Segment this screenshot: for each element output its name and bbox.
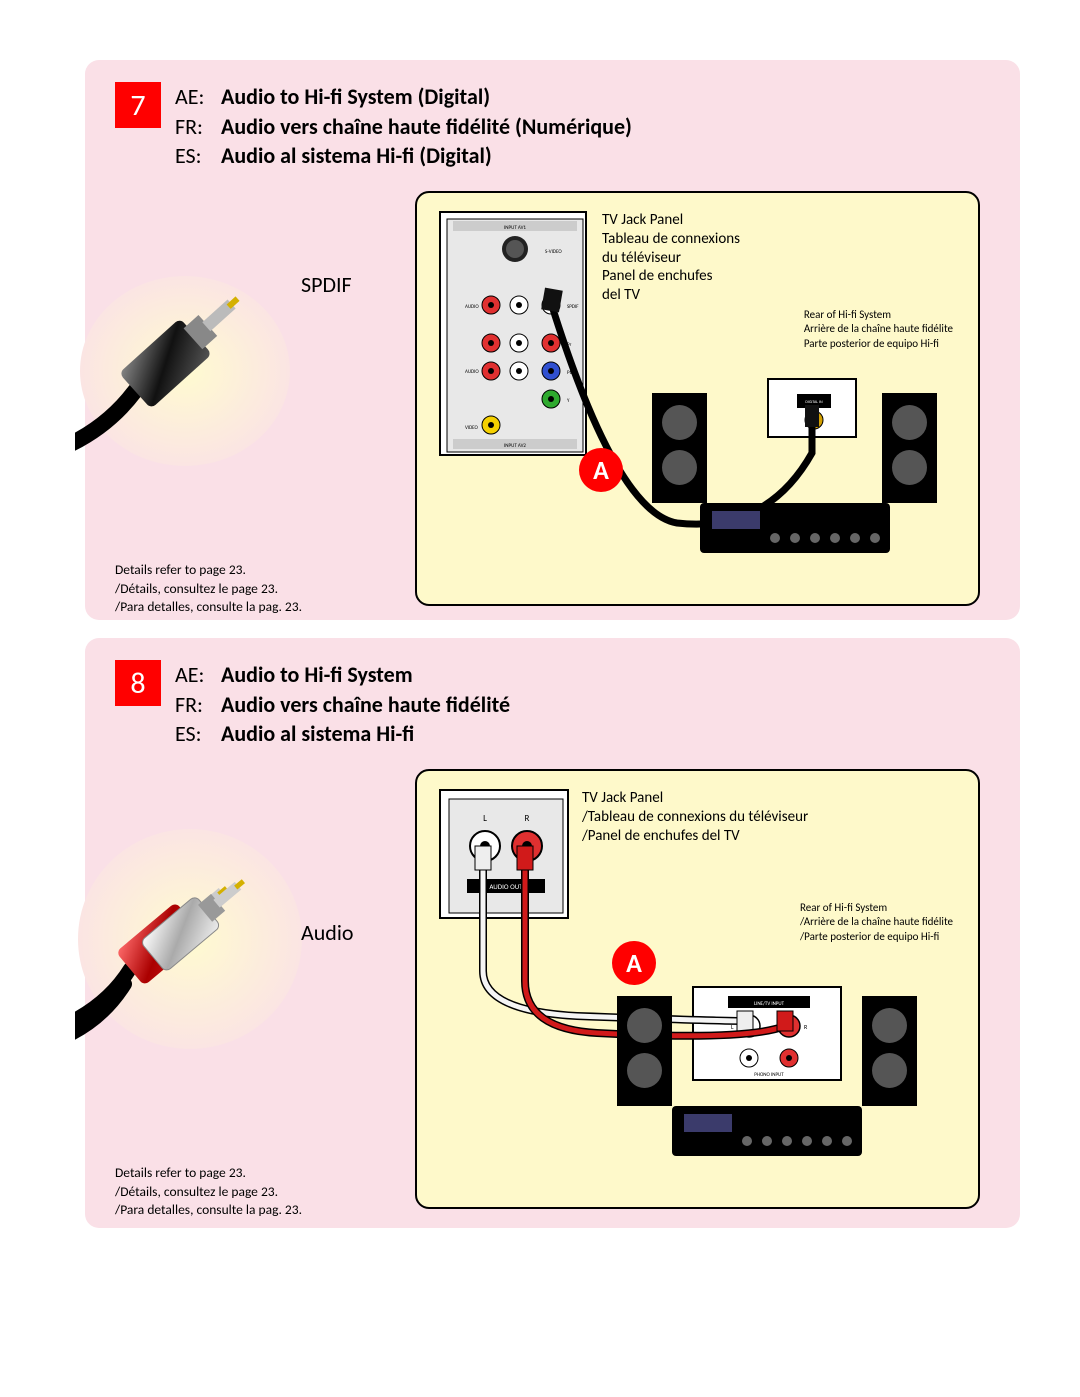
label-line: /Arrière de la chaîne haute fidélite [800,915,953,929]
details-line: /Para detalles, consulte la pag. 23. [115,1201,302,1219]
amplifier-icon [672,1106,862,1156]
lang-block: AE: Audio to Hi-fi System (Digital) FR: … [175,82,632,171]
label-line: Rear of Hi-fi System [800,901,953,915]
label-line: /Panel de enchufes del TV [582,827,808,846]
lang-row-es: ES: Audio al sistema Hi-fi (Digital) [175,141,632,171]
jack-panel-svg: INPUT AV1 S-VIDEO AUDIO SPDIF Pr [441,213,589,458]
lang-row-ae: AE: Audio to Hi-fi System (Digital) [175,82,632,112]
lang-text: Audio to Hi-fi System (Digital) [221,82,490,112]
tv-jack-panel: INPUT AV1 S-VIDEO AUDIO SPDIF Pr [439,211,587,456]
lang-code: FR: [175,112,221,142]
step-number-badge: 8 [115,660,161,706]
lang-row-ae: AE: Audio to Hi-fi System [175,660,510,690]
hifi-back-svg: DIGITAL IN [769,380,859,440]
svg-text:INPUT AV2: INPUT AV2 [504,443,526,449]
tv-panel-label: TV Jack Panel Tableau de connexions du t… [602,211,740,305]
a-badge: A [579,448,623,492]
hifi-back-svg: LINE/TV INPUT L R PHONO INPUT [694,988,844,1083]
svg-text:R: R [804,1023,808,1031]
hifi-rear-label: Rear of Hi-fi System Arrière de la chaîn… [804,308,953,351]
lang-row-fr: FR: Audio vers chaîne haute fidélité [175,690,510,720]
svg-text:L: L [731,1023,734,1031]
connection-diagram: INPUT AV1 S-VIDEO AUDIO SPDIF Pr [415,191,980,606]
label-line: Arrière de la chaîne haute fidélite [804,322,953,336]
card-body: Audio Details refer to page 23. /Détails… [115,769,990,1209]
spdif-cable-icon [75,261,295,481]
lang-text: Audio vers chaîne haute fidélité (Numéri… [221,112,632,142]
label-line: Parte posterior de equipo Hi-fi [804,337,953,351]
label-line: Panel de enchufes [602,267,740,286]
label-line: TV Jack Panel [582,789,808,808]
label-line: Tableau de connexions [602,230,740,249]
amplifier-icon [700,503,890,553]
step-number-badge: 7 [115,82,161,128]
svg-text:AUDIO: AUDIO [465,304,479,310]
details-line: /Para detalles, consulte la pag. 23. [115,598,302,616]
details-line: /Détails, consultez le page 23. [115,580,302,598]
svg-text:S-VIDEO: S-VIDEO [545,249,562,255]
label-line: /Parte posterior de equipo Hi-fi [800,930,953,944]
step-card-7: 7 AE: Audio to Hi-fi System (Digital) FR… [85,60,1020,620]
card-body: SPDIF Details refer to page 23. /Détails… [115,191,990,606]
lang-code: AE: [175,660,221,690]
svg-text:VIDEO: VIDEO [465,425,479,431]
svg-text:SPDIF: SPDIF [567,304,579,310]
lang-text: Audio to Hi-fi System [221,660,413,690]
cable-label: Audio [301,919,354,946]
label-line: du téléviseur [602,249,740,268]
right-column: INPUT AV1 S-VIDEO AUDIO SPDIF Pr [415,191,990,606]
right-column: L R AUDIO OUT TV Jack Panel /Tableau de … [415,769,990,1209]
svg-text:AUDIO OUT: AUDIO OUT [489,882,523,891]
lang-text: Audio vers chaîne haute fidélité [221,690,510,720]
speaker-right-icon [882,393,937,503]
hifi-back-panel: LINE/TV INPUT L R PHONO INPUT [692,986,842,1081]
lang-row-fr: FR: Audio vers chaîne haute fidélité (Nu… [175,112,632,142]
lang-code: ES: [175,141,221,171]
card-header: 7 AE: Audio to Hi-fi System (Digital) FR… [115,82,990,171]
rca-audio-cable-icon [75,809,305,1059]
details-line: /Détails, consultez le page 23. [115,1183,302,1201]
label-line: TV Jack Panel [602,211,740,230]
card-header: 8 AE: Audio to Hi-fi System FR: Audio ve… [115,660,990,749]
details-text: Details refer to page 23. /Détails, cons… [115,561,302,616]
details-line: Details refer to page 23. [115,561,302,579]
left-column: SPDIF Details refer to page 23. /Détails… [115,191,415,606]
svg-text:INPUT AV1: INPUT AV1 [504,225,526,231]
details-line: Details refer to page 23. [115,1164,302,1182]
lang-code: ES: [175,719,221,749]
cable-label: SPDIF [301,271,352,298]
a-badge: A [612,941,656,985]
lang-code: AE: [175,82,221,112]
svg-text:AUDIO: AUDIO [465,369,479,375]
hifi-back-panel: DIGITAL IN [767,378,857,438]
svg-text:DIGITAL IN: DIGITAL IN [805,400,823,405]
tv-jack-panel: L R AUDIO OUT [439,789,569,919]
connection-diagram: L R AUDIO OUT TV Jack Panel /Tableau de … [415,769,980,1209]
left-column: Audio Details refer to page 23. /Détails… [115,769,415,1209]
svg-text:LINE/TV INPUT: LINE/TV INPUT [754,1001,785,1007]
label-line: /Tableau de connexions du téléviseur [582,808,808,827]
label-line: del TV [602,286,740,305]
lang-block: AE: Audio to Hi-fi System FR: Audio vers… [175,660,510,749]
lang-text: Audio al sistema Hi-fi [221,719,414,749]
tv-panel-label: TV Jack Panel /Tableau de connexions du … [582,789,808,845]
speaker-left-icon [617,996,672,1106]
hifi-rear-label: Rear of Hi-fi System /Arrière de la chaî… [800,901,953,944]
lang-row-es: ES: Audio al sistema Hi-fi [175,719,510,749]
lang-text: Audio al sistema Hi-fi (Digital) [221,141,492,171]
svg-text:Pb: Pb [567,370,573,376]
label-line: Rear of Hi-fi System [804,308,953,322]
lang-code: FR: [175,690,221,720]
speaker-right-icon [862,996,917,1106]
jack-panel-svg: L R AUDIO OUT [441,791,571,921]
svg-text:PHONO INPUT: PHONO INPUT [754,1072,784,1078]
port-r-label: R [525,813,530,824]
details-text: Details refer to page 23. /Détails, cons… [115,1164,302,1219]
svg-text:Pr: Pr [567,342,572,348]
port-l-label: L [483,813,487,824]
speaker-left-icon [652,393,707,503]
step-card-8: 8 AE: Audio to Hi-fi System FR: Audio ve… [85,638,1020,1228]
